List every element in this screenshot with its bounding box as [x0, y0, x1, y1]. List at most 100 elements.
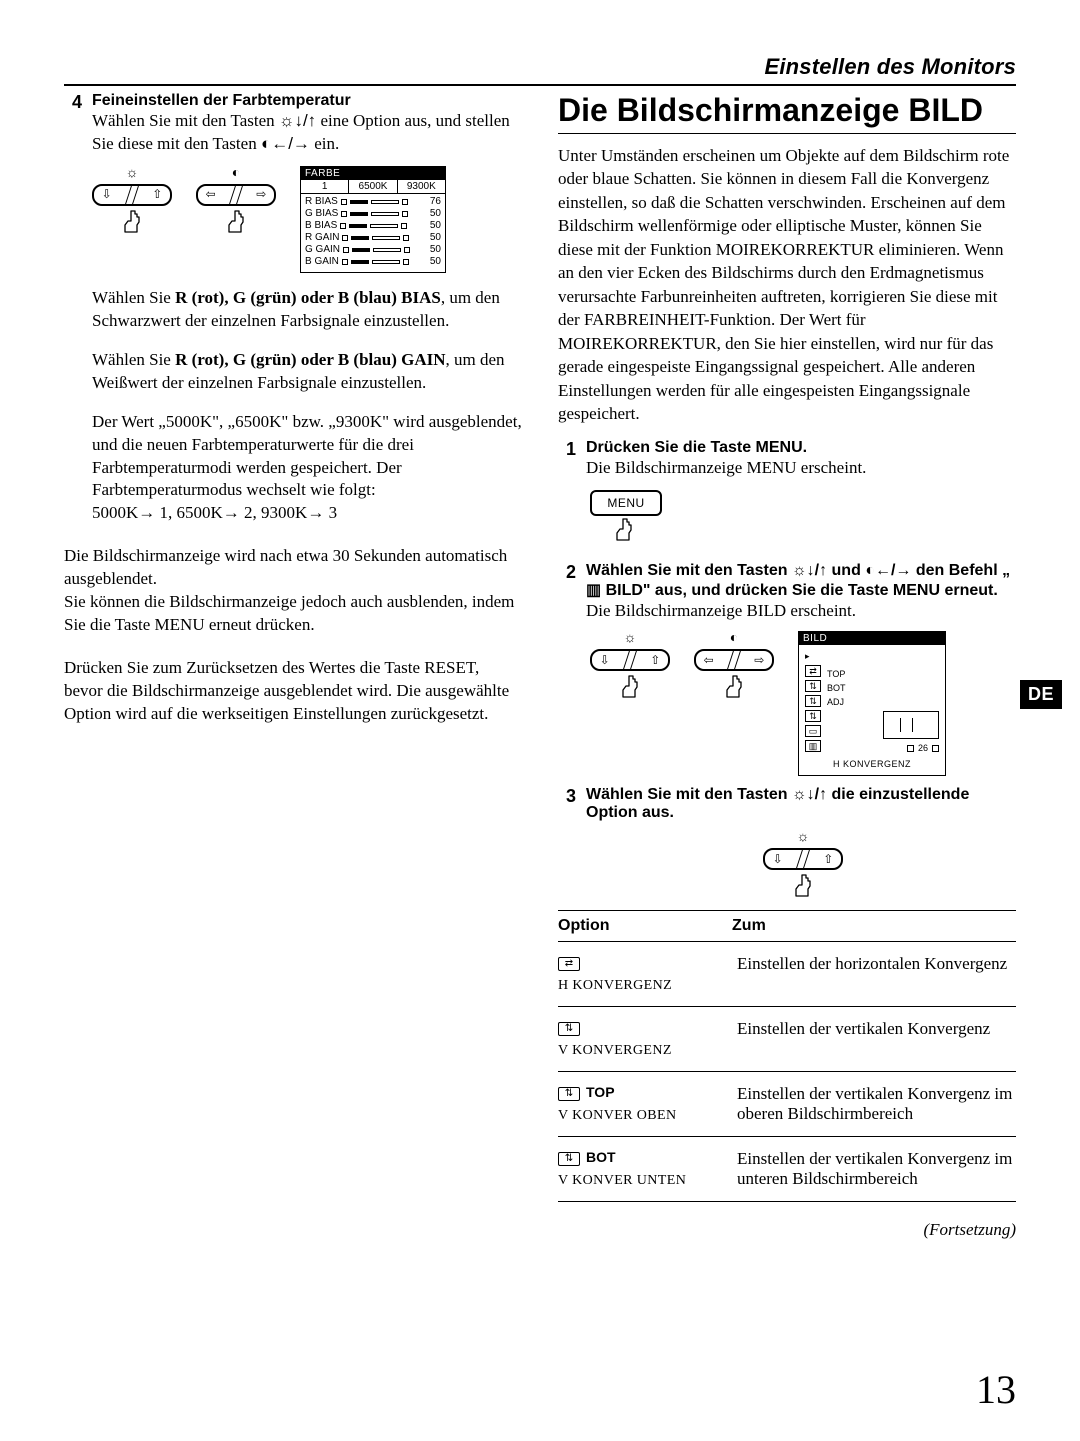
step-2: 2 Wählen Sie mit den Tasten ☼↓/↑ und ◐←/… — [558, 562, 1016, 623]
option-icon: ⇅ — [558, 1022, 580, 1036]
down-key-icon: ⇩ — [773, 852, 783, 867]
box-icon — [403, 259, 409, 265]
osd-title: FARBE — [301, 167, 445, 180]
text-part: Wählen Sie mit den Tasten — [586, 562, 792, 579]
left-key-icon: ⇦ — [206, 187, 216, 202]
step-3: 3 Wählen Sie mit den Tasten ☼↓/↑ die ein… — [558, 786, 1016, 822]
cell-desc: Einstellen der vertikalen Konvergenz — [737, 1019, 1016, 1059]
controls-illustration: ☼ ⇩ ⇧ ◐ ⇦ ⇨ — [92, 166, 522, 273]
hand-icon — [222, 208, 250, 236]
contrast-control: ◐ ⇦ ⇨ — [694, 631, 774, 701]
header-title: Einstellen des Monitors — [64, 54, 1016, 80]
hand-icon — [616, 673, 644, 701]
osd-head-cell: 1 — [301, 180, 348, 193]
sun-icon: ☼ — [624, 631, 637, 647]
bar-fill — [352, 248, 370, 252]
options-table: Option Zum ⇄ H KONVERGENZ Einstellen der… — [558, 910, 1016, 1202]
step-text: Die Bildschirmanzeige BILD erscheint. — [586, 600, 1016, 623]
cell-option: ⇅TOP V KONVER OBEN — [558, 1084, 729, 1124]
osd-title: BILD — [799, 632, 945, 645]
page-number: 13 — [976, 1366, 1016, 1413]
osd-row-label: G BIAS — [305, 208, 338, 219]
button-divider — [798, 848, 808, 870]
osd-head-cell: 9300K — [397, 180, 445, 193]
osd-row: G BIAS 50 — [305, 208, 441, 220]
bar-fill — [351, 236, 369, 240]
osd-row: R BIAS76 — [305, 196, 441, 208]
table-row: ⇅ V KONVERGENZ Einstellen der vertikalen… — [558, 1007, 1016, 1072]
brightness-control: ☼ ⇩ ⇧ — [590, 830, 1016, 900]
osd-farbe-panel: FARBE 1 6500K 9300K R BIAS76 G BIAS 50 B … — [300, 166, 446, 273]
osd-label: TOP — [827, 669, 939, 679]
text-part: Wählen Sie mit den Tasten — [586, 786, 792, 803]
text-part: Wählen Sie mit den Tasten — [92, 111, 279, 130]
cell-option: ⇅BOT V KONVER UNTEN — [558, 1149, 729, 1189]
osd-header-row: 1 6500K 9300K — [301, 180, 445, 194]
cell-desc: Einstellen der horizontalen Konvergenz — [737, 954, 1016, 994]
page-title: Die Bildschirmanzeige BILD — [558, 92, 1016, 134]
option-icon: ⇄ — [558, 957, 580, 971]
table-row: ⇅BOT V KONVER UNTEN Einstellen der verti… — [558, 1137, 1016, 1202]
contrast-leftright-icon: ◐←/→ — [261, 134, 310, 153]
bar-track — [372, 236, 400, 240]
button-divider — [625, 649, 635, 671]
box-icon — [340, 223, 346, 229]
contrast-icon: ◐ — [232, 166, 240, 182]
bar-fill — [349, 224, 367, 228]
step-heading: Feineinstellen der Farbtemperatur — [92, 92, 522, 110]
osd-label: ADJ — [827, 697, 939, 707]
step-4: 4 Feineinstellen der Farbtemperatur Wähl… — [64, 92, 522, 156]
bar-track — [373, 248, 401, 252]
down-key-icon: ⇩ — [600, 653, 610, 668]
osd-label: BOT — [827, 683, 939, 693]
bold-text: R (rot), G (grün) oder B (blau) GAIN — [175, 350, 445, 369]
osd-row: G GAIN50 — [305, 244, 441, 256]
brightness-buttons: ⇩ ⇧ — [763, 848, 843, 870]
box-icon — [932, 745, 939, 752]
osd-diagram — [883, 711, 939, 739]
box-icon — [402, 199, 408, 205]
paragraph: Drücken Sie zum Zurücksetzen des Wertes … — [64, 657, 522, 726]
down-key-icon: ⇩ — [102, 187, 112, 202]
osd-row-val: 50 — [430, 208, 441, 219]
osd-row-label: R GAIN — [305, 232, 339, 243]
osd-row-val: 50 — [430, 220, 441, 231]
text-part: und — [827, 562, 865, 579]
option-bold: TOP — [586, 1084, 615, 1100]
box-icon — [401, 223, 407, 229]
text-part: ein. — [310, 134, 339, 153]
left-key-icon: ⇦ — [704, 653, 714, 668]
option-sublabel: V KONVER UNTEN — [558, 1173, 729, 1189]
hand-icon — [720, 673, 748, 701]
box-icon — [402, 211, 408, 217]
box-icon — [907, 745, 914, 752]
text-part: 5000K→ 1, 6500K→ 2, 9300K→ 3 — [92, 503, 337, 522]
left-column: 4 Feineinstellen der Farbtemperatur Wähl… — [64, 92, 522, 1240]
osd-row-val: 50 — [430, 244, 441, 255]
step-heading: Drücken Sie die Taste MENU. — [586, 439, 866, 457]
option-icon: ▭ — [805, 725, 821, 737]
box-icon — [343, 247, 349, 253]
brightness-updown-icon: ☼↓/↑ — [792, 562, 827, 579]
step-text: Die Bildschirmanzeige MENU erscheint. — [586, 457, 866, 480]
brightness-updown-icon: ☼↓/↑ — [792, 786, 827, 803]
brightness-buttons: ⇩ ⇧ — [590, 649, 670, 671]
right-key-icon: ⇨ — [256, 187, 266, 202]
box-icon — [342, 235, 348, 241]
paragraph: Sie können die Bildschirmanzeige jedoch … — [64, 591, 522, 637]
sun-icon: ☼ — [797, 830, 810, 846]
controls-illustration: ☼ ⇩ ⇧ ◐ ⇦ ⇨ — [590, 631, 1016, 776]
option-icon: ⇅ — [558, 1152, 580, 1166]
col-header: Zum — [732, 917, 1016, 935]
contrast-buttons: ⇦ ⇨ — [694, 649, 774, 671]
osd-row-val: 50 — [430, 232, 441, 243]
option-icon: ⇅ — [805, 695, 821, 707]
osd-row-label: B BIAS — [305, 220, 337, 231]
osd-row: R GAIN 50 — [305, 232, 441, 244]
step-heading: Wählen Sie mit den Tasten ☼↓/↑ die einzu… — [586, 786, 1016, 822]
menu-button: MENU — [590, 490, 662, 516]
osd-row-val: 50 — [430, 256, 441, 267]
contrast-icon: ◐ — [730, 631, 738, 647]
menu-button-illustration: MENU — [590, 490, 1016, 544]
scale-value: 26 — [918, 743, 928, 753]
